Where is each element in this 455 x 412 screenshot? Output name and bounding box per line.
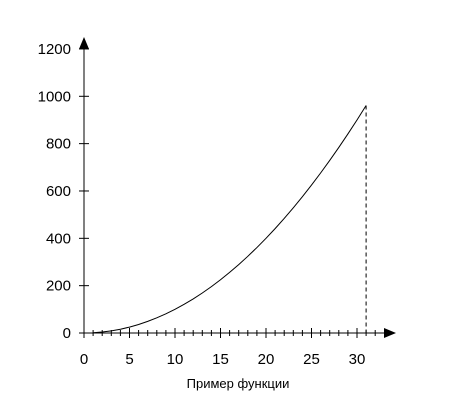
x-axis-arrow (384, 328, 396, 338)
y-tick-label: 1000 (38, 88, 71, 105)
x-axis: 0 5 10 15 20 25 30 (80, 328, 396, 368)
y-axis: 0 200 400 600 800 1000 1200 (38, 37, 89, 342)
x-tick-label: 30 (349, 351, 366, 368)
y-tick-labels: 0 200 400 600 800 1000 1200 (38, 41, 71, 342)
y-axis-arrow (79, 37, 89, 49)
x-tick-label: 15 (212, 351, 229, 368)
y-tick-label: 400 (46, 230, 71, 247)
y-tick-label: 600 (46, 183, 71, 200)
y-tick-label: 0 (63, 325, 71, 342)
x-tick-label: 25 (303, 351, 320, 368)
x-tick-label: 0 (80, 351, 88, 368)
series-line (93, 105, 367, 334)
x-tick-labels: 0 5 10 15 20 25 30 (80, 351, 366, 368)
x-tick-label: 5 (125, 351, 133, 368)
y-tick-label: 1200 (38, 41, 71, 58)
y-tick-label: 800 (46, 136, 71, 153)
x-tick-label: 10 (167, 351, 184, 368)
x-minor-ticks (92, 330, 376, 336)
y-tick-label: 200 (46, 278, 71, 295)
x-axis-title: Пример функции (187, 376, 290, 391)
x-tick-label: 20 (258, 351, 275, 368)
y-ticks (79, 48, 89, 334)
